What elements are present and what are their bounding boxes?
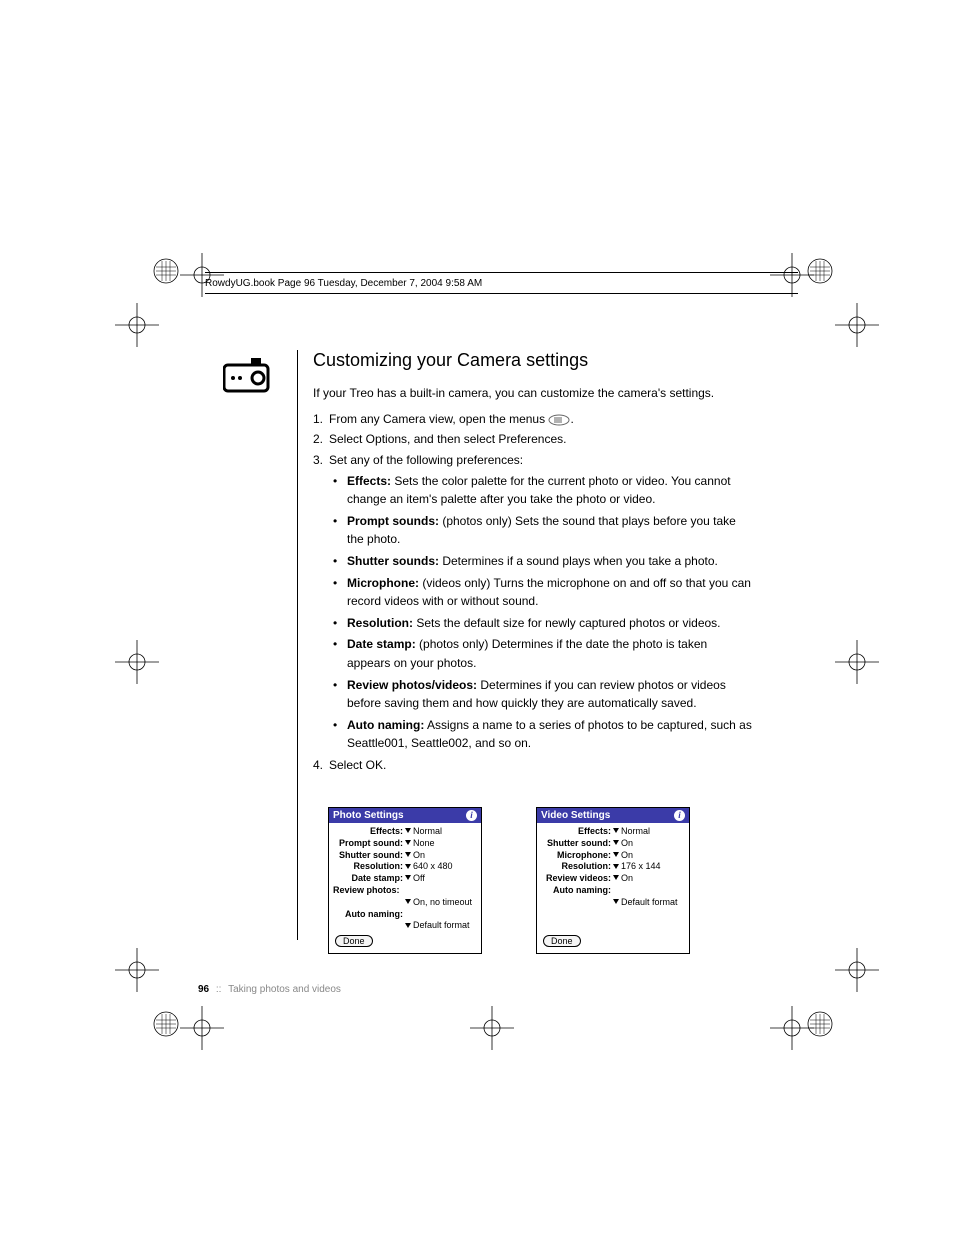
done-button: Done [335, 935, 373, 947]
palm-field-value: Normal [613, 826, 650, 837]
palm-field-label: Shutter sound: [541, 838, 613, 849]
camera-icon [223, 355, 273, 393]
palm-row: Resolution:176 x 144 [541, 861, 685, 872]
pref-label: Effects: [347, 474, 391, 488]
palm-row: Auto naming: [333, 909, 477, 920]
pref-item: Auto naming: Assigns a name to a series … [333, 716, 753, 753]
pref-text: Determines if a sound plays when you tak… [439, 554, 718, 568]
palm-field-value: Off [405, 873, 425, 884]
section-name: Taking photos and videos [228, 984, 341, 995]
palm-field-label: Resolution: [333, 861, 405, 872]
palm-field-label: Date stamp: [333, 873, 405, 884]
reg-mark [770, 1006, 814, 1050]
reg-mark [115, 948, 159, 992]
step-3: 3.Set any of the following preferences: … [313, 451, 753, 753]
palm-field-label: Shutter sound: [333, 850, 405, 861]
palm-field-label: Auto naming: [345, 909, 405, 920]
palm-field-label: Effects: [541, 826, 613, 837]
video-settings-screenshot: Video Settings i Effects:NormalShutter so… [536, 807, 690, 954]
palm-row: Prompt sound:None [333, 838, 477, 849]
pref-item: Shutter sounds: Determines if a sound pl… [333, 552, 753, 571]
sidebar-divider [297, 350, 298, 940]
palm-row: Default format [541, 897, 685, 908]
palm-field-value: None [405, 838, 435, 849]
menu-button-icon [548, 414, 570, 426]
palm-field-label: Review videos: [541, 873, 613, 884]
palm-row: Default format [333, 920, 477, 931]
reg-mark [770, 253, 814, 297]
palm-row: Date stamp:Off [333, 873, 477, 884]
pref-label: Microphone: [347, 576, 419, 590]
step-2: 2.Select Options, and then select Prefer… [313, 430, 753, 449]
pref-label: Resolution: [347, 616, 413, 630]
palm-row: Auto naming: [541, 885, 685, 896]
palm-field-value: On [613, 838, 633, 849]
palm-field-value: On [613, 850, 633, 861]
done-button: Done [543, 935, 581, 947]
header-rule [205, 293, 798, 294]
palm-row: Shutter sound:On [541, 838, 685, 849]
reg-mark [115, 640, 159, 684]
pref-item: Prompt sounds: (photos only) Sets the so… [333, 512, 753, 549]
reg-mark [180, 253, 224, 297]
palm-row: Microphone:On [541, 850, 685, 861]
info-icon: i [674, 810, 685, 821]
palm-row: Review videos:On [541, 873, 685, 884]
palm-field-value: On [405, 850, 425, 861]
header-rule [205, 272, 798, 273]
palm-field-label: Prompt sound: [333, 838, 405, 849]
reg-mark [115, 303, 159, 347]
pref-item: Effects: Sets the color palette for the … [333, 472, 753, 509]
pref-label: Auto naming: [347, 718, 424, 732]
palm-row: Resolution:640 x 480 [333, 861, 477, 872]
palm-field-value: 176 x 144 [613, 861, 661, 872]
pref-item: Resolution: Sets the default size for ne… [333, 614, 753, 633]
page-footer: 96 :: Taking photos and videos [198, 984, 341, 995]
reg-mark [835, 948, 879, 992]
pref-label: Review photos/videos: [347, 678, 477, 692]
pref-item: Review photos/videos: Determines if you … [333, 676, 753, 713]
palm-title: Photo Settings [333, 810, 404, 821]
section-heading: Customizing your Camera settings [313, 350, 753, 371]
palm-field-value: On [613, 873, 633, 884]
palm-field-value: Default format [613, 897, 678, 908]
palm-field-value: On, no timeout [405, 897, 472, 908]
pref-label: Prompt sounds: [347, 514, 439, 528]
palm-row: Shutter sound:On [333, 850, 477, 861]
pref-label: Date stamp: [347, 637, 416, 651]
palm-field-label: Effects: [333, 826, 405, 837]
reg-mark [470, 1006, 514, 1050]
reg-mark [835, 303, 879, 347]
pref-item: Date stamp: (photos only) Determines if … [333, 635, 753, 672]
palm-row: Review photos: [333, 885, 477, 896]
palm-field-label: Resolution: [541, 861, 613, 872]
info-icon: i [466, 810, 477, 821]
palm-field-label: Auto naming: [553, 885, 613, 896]
palm-field-value: Normal [405, 826, 442, 837]
crop-mark-bl [152, 1010, 180, 1038]
intro-text: If your Treo has a built-in camera, you … [313, 385, 753, 402]
palm-field-label: Microphone: [541, 850, 613, 861]
photo-settings-screenshot: Photo Settings i Effects:NormalPrompt sou… [328, 807, 482, 954]
crop-mark-tl [152, 257, 180, 285]
pref-item: Microphone: (videos only) Turns the micr… [333, 574, 753, 611]
pref-text: Sets the color palette for the current p… [347, 474, 731, 507]
main-content: Customizing your Camera settings If your… [313, 350, 753, 776]
palm-field-value: Default format [405, 920, 470, 931]
palm-field-label: Review photos: [333, 885, 402, 896]
step-1: 1.From any Camera view, open the menus . [313, 410, 753, 429]
palm-row: On, no timeout [333, 897, 477, 908]
pref-text: Sets the default size for newly captured… [413, 616, 721, 630]
footer-sep: :: [216, 984, 222, 995]
page-number: 96 [198, 984, 209, 995]
palm-field-value: 640 x 480 [405, 861, 453, 872]
reg-mark [180, 1006, 224, 1050]
reg-mark [835, 640, 879, 684]
palm-title: Video Settings [541, 810, 610, 821]
running-header: RowdyUG.book Page 96 Tuesday, December 7… [205, 278, 482, 289]
palm-row: Effects:Normal [333, 826, 477, 837]
step-4: 4.Select OK. [313, 756, 753, 775]
pref-label: Shutter sounds: [347, 554, 439, 568]
palm-row: Effects:Normal [541, 826, 685, 837]
